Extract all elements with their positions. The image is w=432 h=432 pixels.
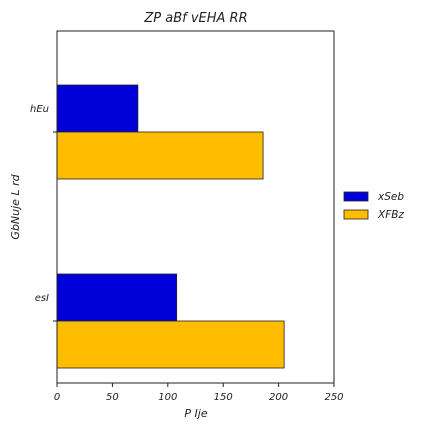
chart-title: ZP aBf vEHA RR [143, 11, 247, 26]
bars-group [56, 84, 285, 369]
bar-xseb-heu [56, 84, 139, 133]
y-axis-label: GbNuje L rd [9, 173, 22, 239]
bar-xseb-esi [56, 273, 178, 322]
legend-swatch-xseb [343, 191, 369, 202]
x-tick-label: 0 [54, 392, 60, 403]
x-tick-label: 150 [214, 392, 233, 403]
y-axis-ticks: hEu esI [30, 104, 57, 322]
x-tick-label: 250 [324, 392, 343, 403]
legend-label-xseb: xSeb [377, 191, 404, 203]
x-tick-label: 200 [269, 392, 288, 403]
y-tick-label: hEu [30, 104, 49, 115]
x-tick-label: 100 [158, 392, 177, 403]
legend: xSeb XFBz [343, 191, 404, 221]
legend-label-xfbz: XFBz [377, 209, 404, 221]
plot-area [56, 30, 335, 384]
legend-swatch-xfbz [343, 209, 369, 220]
x-tick-label: 50 [106, 392, 119, 403]
y-tick-label: esI [35, 293, 49, 304]
plot-frame [56, 30, 335, 384]
x-axis-ticks: 0 50 100 150 200 250 [54, 383, 344, 403]
bar-xfbz-esi [56, 320, 285, 369]
x-axis-label: P Ije [184, 407, 207, 420]
bar-xfbz-heu [56, 131, 264, 180]
